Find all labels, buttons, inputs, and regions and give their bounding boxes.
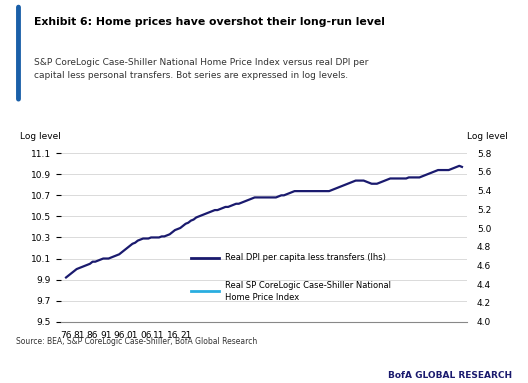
- Text: BofA GLOBAL RESEARCH: BofA GLOBAL RESEARCH: [388, 371, 512, 380]
- Text: Real DPI per capita less transfers (lhs): Real DPI per capita less transfers (lhs): [225, 253, 386, 262]
- Text: Real SP CoreLogic Case-Shiller National
Home Price Index: Real SP CoreLogic Case-Shiller National …: [225, 281, 391, 302]
- Text: Source: BEA, S&P CoreLogic Case-Shiller, BofA Global Research: Source: BEA, S&P CoreLogic Case-Shiller,…: [16, 337, 257, 346]
- Text: Log level: Log level: [467, 133, 508, 141]
- Text: Log level: Log level: [20, 133, 61, 141]
- Text: Exhibit 6: Home prices have overshot their long-run level: Exhibit 6: Home prices have overshot the…: [34, 18, 385, 28]
- Text: S&P CoreLogic Case-Shiller National Home Price Index versus real DPI per
capital: S&P CoreLogic Case-Shiller National Home…: [34, 58, 369, 80]
